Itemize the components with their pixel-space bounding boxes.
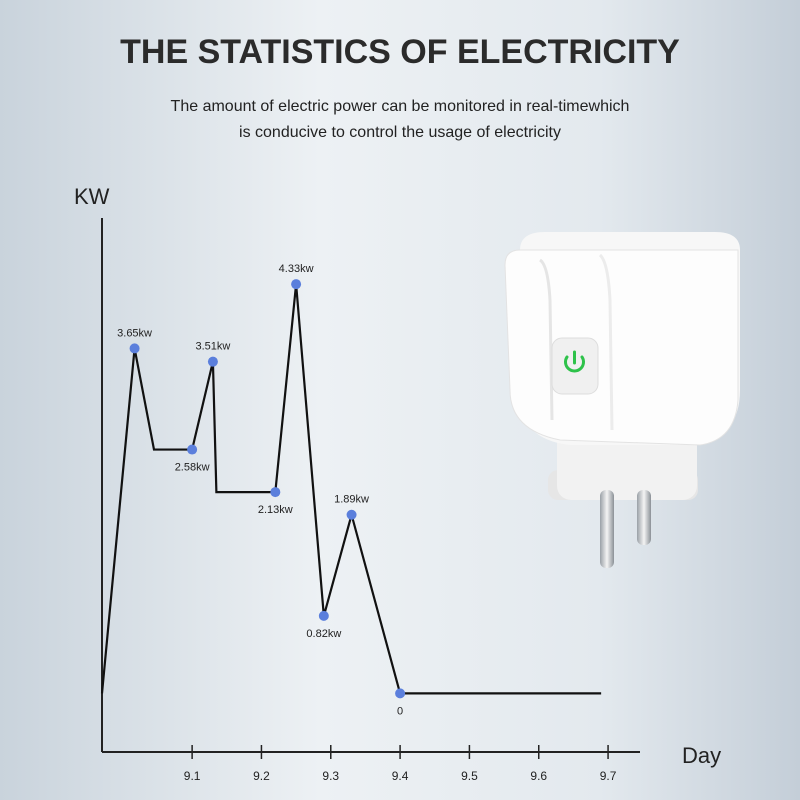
data-point	[291, 279, 302, 290]
x-tick-label: 9.3	[322, 769, 339, 783]
data-label: 2.58kw	[175, 461, 210, 473]
smart-plug	[504, 232, 740, 568]
data-label: 0.82kw	[306, 628, 341, 640]
data-point	[187, 444, 198, 455]
x-tick-label: 9.4	[392, 769, 409, 783]
x-tick-label: 9.1	[184, 769, 201, 783]
data-point	[129, 343, 140, 354]
subtitle: The amount of electric power can be moni…	[171, 98, 630, 115]
data-point	[207, 356, 218, 367]
x-axis-label: Day	[682, 743, 721, 768]
data-label: 3.65kw	[117, 327, 152, 339]
subtitle: is conducive to control the usage of ele…	[239, 124, 561, 141]
data-label: 1.89kw	[334, 494, 369, 506]
x-tick-label: 9.2	[253, 769, 270, 783]
data-label: 0	[397, 705, 403, 717]
data-label: 3.51kw	[195, 341, 230, 353]
title: THE STATISTICS OF ELECTRICITY	[120, 33, 680, 71]
x-tick-label: 9.5	[461, 769, 478, 783]
data-label: 2.13kw	[258, 504, 293, 516]
data-line	[100, 284, 602, 695]
x-tick-label: 9.7	[600, 769, 617, 783]
data-label: 4.33kw	[279, 263, 314, 275]
data-point	[318, 610, 329, 621]
data-point	[395, 688, 406, 699]
x-tick-label: 9.6	[530, 769, 547, 783]
data-point	[346, 509, 357, 520]
y-axis-label: KW	[74, 184, 110, 209]
data-point	[270, 487, 281, 498]
